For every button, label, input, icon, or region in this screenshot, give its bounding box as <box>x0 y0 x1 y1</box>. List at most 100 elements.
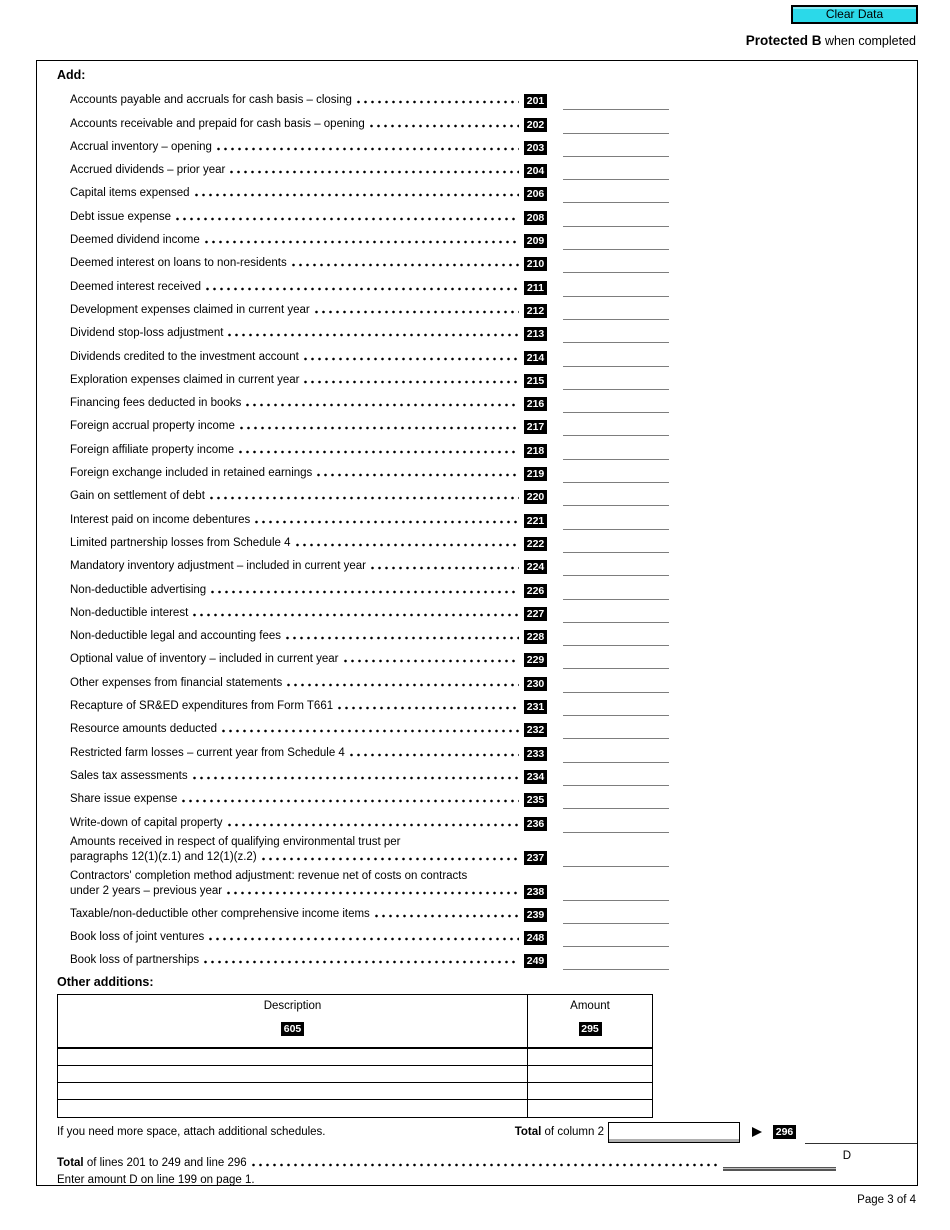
amount-input-line[interactable] <box>563 772 669 786</box>
enter-amount-note: Enter amount D on line 199 on page 1. <box>57 1174 255 1187</box>
add-row: Share issue expense 235 <box>70 784 669 810</box>
line-296-amount-input[interactable] <box>805 1130 917 1145</box>
description-input-cell[interactable] <box>58 1100 528 1118</box>
amount-input-line[interactable] <box>563 446 669 460</box>
amount-input-line[interactable] <box>563 586 669 600</box>
row-label: Non-deductible advertising <box>70 583 207 596</box>
add-row-line: Development expenses claimed in current … <box>70 295 669 320</box>
amount-input-line[interactable] <box>563 562 669 577</box>
add-row-line: Capital items expensed 206 <box>70 178 669 204</box>
total-column-2-input-cell[interactable] <box>608 1121 740 1143</box>
amount-input-line[interactable] <box>563 283 669 297</box>
amount-input-line[interactable] <box>563 259 669 274</box>
amount-input-line[interactable] <box>563 353 669 367</box>
add-row-line: Financing fees deducted in books 216 <box>70 388 669 414</box>
amount-input-cell[interactable] <box>528 1100 652 1117</box>
amount-input-line[interactable] <box>563 166 669 181</box>
row-label: Capital items expensed <box>70 187 190 200</box>
add-row: Dividends credited to the investment acc… <box>70 341 669 367</box>
add-row: Foreign exchange included in retained ea… <box>70 458 669 484</box>
line-number-badge: 248 <box>524 931 547 946</box>
description-input-cell[interactable] <box>58 1066 528 1083</box>
table-row <box>58 1066 652 1084</box>
amount-input-cell[interactable] <box>528 1066 652 1082</box>
line-number-badge: 236 <box>524 816 547 831</box>
amount-input-line[interactable] <box>563 749 669 763</box>
line-number-badge: 232 <box>524 723 547 738</box>
right-arrow-icon <box>752 1127 762 1138</box>
amount-input-line[interactable] <box>563 853 669 867</box>
amount-input-line[interactable] <box>563 120 669 134</box>
line-number-badge: 217 <box>524 420 547 435</box>
amount-input-line[interactable] <box>563 376 669 390</box>
amount-input-cell[interactable] <box>528 1049 652 1065</box>
amount-input-line[interactable] <box>563 399 669 414</box>
amount-input-line[interactable] <box>563 910 669 924</box>
line-number-badge: 213 <box>524 327 547 342</box>
protected-b-label: Protected B <box>745 33 822 48</box>
amount-input-line[interactable] <box>563 189 669 204</box>
dot-leader <box>295 542 519 547</box>
amount-input-line[interactable] <box>563 329 669 344</box>
row-label: Foreign affiliate property income <box>70 443 235 456</box>
add-row: Contractors' completion method adjustmen… <box>70 865 669 901</box>
add-row: Capital items expensed 206 <box>70 178 669 204</box>
line-number-badge: 201 <box>524 94 547 109</box>
amount-input-line[interactable] <box>563 795 669 810</box>
amount-input-line[interactable] <box>563 422 669 437</box>
description-input-cell[interactable] <box>58 1049 528 1066</box>
amount-input-line[interactable] <box>563 96 669 111</box>
add-row: Mandatory inventory adjustment – include… <box>70 551 669 577</box>
dot-leader <box>246 403 519 408</box>
line-number-badge: 235 <box>524 793 547 808</box>
grand-total-amount-field[interactable] <box>722 1167 836 1172</box>
grand-total-label: Total of lines 201 to 249 and line 296 <box>57 1157 247 1170</box>
amount-input-line[interactable] <box>563 887 669 901</box>
add-row-line: Write-down of capital property 236 <box>70 807 669 833</box>
amount-input-line[interactable] <box>563 933 669 948</box>
line-number-badge: 209 <box>524 234 547 249</box>
add-row: Taxable/non-deductible other comprehensi… <box>70 899 669 924</box>
amount-input-line[interactable] <box>563 679 669 693</box>
add-row: Deemed dividend income 209 <box>70 225 669 251</box>
amount-input-line[interactable] <box>563 956 669 971</box>
line-number-badge: 233 <box>524 746 547 761</box>
clear-data-button[interactable]: Clear Data <box>791 5 918 24</box>
amount-input-line[interactable] <box>563 469 669 484</box>
amount-input-line[interactable] <box>563 492 669 507</box>
add-row-line: Interest paid on income debentures 221 <box>70 504 669 530</box>
amount-input-line[interactable] <box>563 306 669 320</box>
table-header-row: Description 605 Amount 295 <box>58 995 652 1050</box>
row-label: Accrual inventory – opening <box>70 140 212 153</box>
amount-input-line[interactable] <box>563 539 669 553</box>
add-row: Interest paid on income debentures 221 <box>70 504 669 530</box>
row-label: Accounts receivable and prepaid for cash… <box>70 117 365 130</box>
amount-input-line[interactable] <box>563 609 669 623</box>
protected-b-suffix: when completed <box>821 34 916 48</box>
amount-input-line[interactable] <box>563 516 669 530</box>
amount-input-line[interactable] <box>563 655 669 670</box>
description-input-cell[interactable] <box>58 1083 528 1100</box>
row-label: Non-deductible interest <box>70 606 189 619</box>
row-label: paragraphs 12(1)(z.1) and 12(1)(z.2) <box>70 850 257 863</box>
row-label: Foreign accrual property income <box>70 420 235 433</box>
amount-input-line[interactable] <box>563 702 669 717</box>
add-row: Optional value of inventory – included i… <box>70 644 669 670</box>
other-additions-heading: Other additions: <box>57 975 154 990</box>
amount-input-line[interactable] <box>563 143 669 157</box>
dot-leader <box>374 913 519 918</box>
dot-leader <box>182 799 519 804</box>
amount-input-line[interactable] <box>563 213 669 227</box>
amount-input-line[interactable] <box>563 632 669 647</box>
dot-leader <box>211 589 519 594</box>
amount-input-line[interactable] <box>563 236 669 251</box>
table-body <box>58 1049 652 1118</box>
dot-leader <box>192 775 519 780</box>
line-number-badge: 214 <box>524 350 547 365</box>
amount-input-line[interactable] <box>563 819 669 833</box>
amount-input-cell[interactable] <box>528 1083 652 1099</box>
add-row: Sales tax assessments 234 <box>70 761 669 786</box>
amount-input-line[interactable] <box>563 725 669 740</box>
line-number-badge: 222 <box>524 536 547 551</box>
